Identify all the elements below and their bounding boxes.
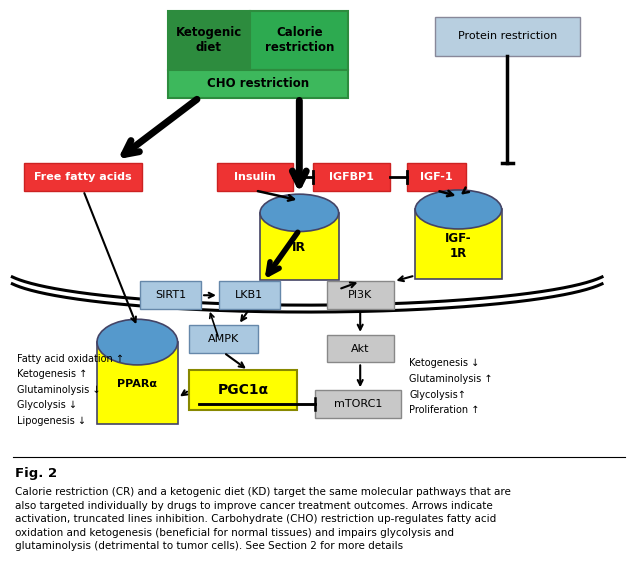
FancyBboxPatch shape — [315, 390, 401, 418]
Text: IGF-
1R: IGF- 1R — [445, 232, 471, 260]
FancyBboxPatch shape — [313, 163, 390, 190]
FancyBboxPatch shape — [327, 335, 393, 363]
Text: Protein restriction: Protein restriction — [458, 31, 557, 41]
Text: PI3K: PI3K — [348, 290, 372, 300]
Text: PGC1α: PGC1α — [218, 383, 269, 397]
Text: Insulin: Insulin — [234, 172, 276, 182]
Text: Fig. 2: Fig. 2 — [15, 467, 57, 480]
FancyBboxPatch shape — [260, 213, 339, 280]
FancyBboxPatch shape — [327, 281, 393, 309]
Text: AMPK: AMPK — [208, 333, 240, 344]
Text: Calorie restriction (CR) and a ketogenic diet (KD) target the same molecular pat: Calorie restriction (CR) and a ketogenic… — [15, 487, 511, 551]
FancyBboxPatch shape — [251, 11, 348, 70]
Text: IGF-1: IGF-1 — [421, 172, 453, 182]
FancyBboxPatch shape — [217, 163, 294, 190]
FancyBboxPatch shape — [24, 163, 142, 190]
FancyBboxPatch shape — [219, 281, 279, 309]
Text: mTORC1: mTORC1 — [334, 399, 383, 409]
FancyBboxPatch shape — [415, 209, 502, 279]
FancyBboxPatch shape — [189, 370, 298, 410]
Text: LKB1: LKB1 — [235, 290, 263, 300]
FancyBboxPatch shape — [97, 342, 178, 424]
Text: Calorie
restriction: Calorie restriction — [265, 26, 334, 54]
Ellipse shape — [415, 190, 502, 229]
FancyBboxPatch shape — [167, 70, 348, 98]
FancyBboxPatch shape — [408, 163, 466, 190]
Text: Akt: Akt — [351, 344, 370, 353]
FancyBboxPatch shape — [167, 11, 251, 70]
Text: CHO restriction: CHO restriction — [207, 77, 309, 90]
Text: PPARα: PPARα — [117, 379, 157, 390]
FancyBboxPatch shape — [140, 281, 201, 309]
FancyBboxPatch shape — [435, 17, 580, 56]
Text: Free fatty acids: Free fatty acids — [35, 172, 132, 182]
Ellipse shape — [97, 319, 178, 365]
Text: IR: IR — [292, 241, 307, 254]
Text: IGFBP1: IGFBP1 — [329, 172, 374, 182]
Ellipse shape — [260, 194, 339, 232]
Text: SIRT1: SIRT1 — [155, 290, 186, 300]
Text: Ketogenesis ↓
Glutaminolysis ↑
Glycolysis↑
Proliferation ↑: Ketogenesis ↓ Glutaminolysis ↑ Glycolysi… — [410, 359, 493, 415]
FancyBboxPatch shape — [189, 325, 258, 352]
Text: Ketogenic
diet: Ketogenic diet — [176, 26, 242, 54]
Text: Fatty acid oxidation ↑
Ketogenesis ↑
Glutaminolysis ↓
Glycolysis ↓
Lipogenesis ↓: Fatty acid oxidation ↑ Ketogenesis ↑ Glu… — [17, 353, 124, 426]
